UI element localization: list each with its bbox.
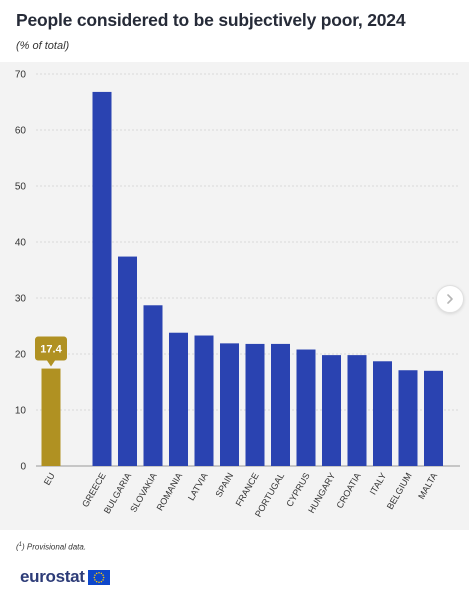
bar-eu: [41, 368, 61, 466]
footnote: (1) Provisional data.: [16, 542, 87, 552]
y-tick-label: 10: [15, 406, 27, 417]
x-tick-label: MALTA: [416, 471, 439, 501]
eurostat-logo: eurostat: [20, 567, 110, 587]
y-tick-label: 20: [15, 350, 27, 361]
y-tick-label: 30: [15, 294, 27, 305]
bar-cyprus: [296, 349, 316, 466]
footnote-marker: 1: [18, 542, 23, 548]
bar-malta: [424, 370, 443, 466]
bar-italy: [373, 361, 392, 466]
y-tick-label: 0: [20, 462, 26, 473]
bar-spain: [220, 343, 239, 466]
bar-belgium: [398, 370, 418, 466]
y-tick-label: 60: [15, 126, 27, 137]
bar-romania: [169, 332, 188, 466]
next-chart-button[interactable]: [436, 285, 464, 313]
bar-chart: 010203040506070EU17.4GREECEBULGARIASLOVA…: [15, 70, 460, 519]
bar-greece: [92, 91, 112, 467]
logo-text: eurostat: [20, 567, 85, 586]
x-tick-label: CROATIA: [334, 471, 362, 510]
bar-latvia: [194, 335, 214, 466]
x-tick-label: BELGIUM: [385, 471, 414, 511]
eu-flag-icon: [87, 569, 110, 585]
x-tick-label: LATVIA: [186, 471, 210, 502]
bar-hungary: [322, 355, 341, 466]
x-tick-label: FRANCE: [234, 471, 261, 508]
chevron-right-icon: [447, 294, 453, 304]
bar-france: [245, 343, 265, 466]
eu-value-callout: [35, 336, 67, 367]
x-tick-label: ROMANIA: [155, 471, 185, 512]
bar-slovakia: [143, 305, 163, 466]
y-tick-label: 50: [15, 182, 27, 193]
bar-bulgaria: [118, 256, 137, 466]
footnote-text: Provisional data.: [26, 542, 87, 552]
bar-portugal: [271, 343, 290, 466]
bar-croatia: [347, 355, 367, 466]
x-tick-label: CYPRUS: [284, 471, 311, 508]
x-tick-label: EU: [42, 471, 57, 487]
data-label-eu: 17.4: [40, 344, 62, 356]
x-tick-label: ITALY: [368, 471, 389, 497]
chart-title: People considered to be subjectively poo…: [16, 10, 406, 30]
x-tick-label: GREECE: [80, 471, 108, 509]
y-tick-label: 40: [15, 238, 27, 249]
y-tick-label: 70: [15, 70, 27, 81]
x-tick-label: SPAIN: [213, 471, 235, 499]
chart-subtitle: (% of total): [16, 40, 70, 52]
